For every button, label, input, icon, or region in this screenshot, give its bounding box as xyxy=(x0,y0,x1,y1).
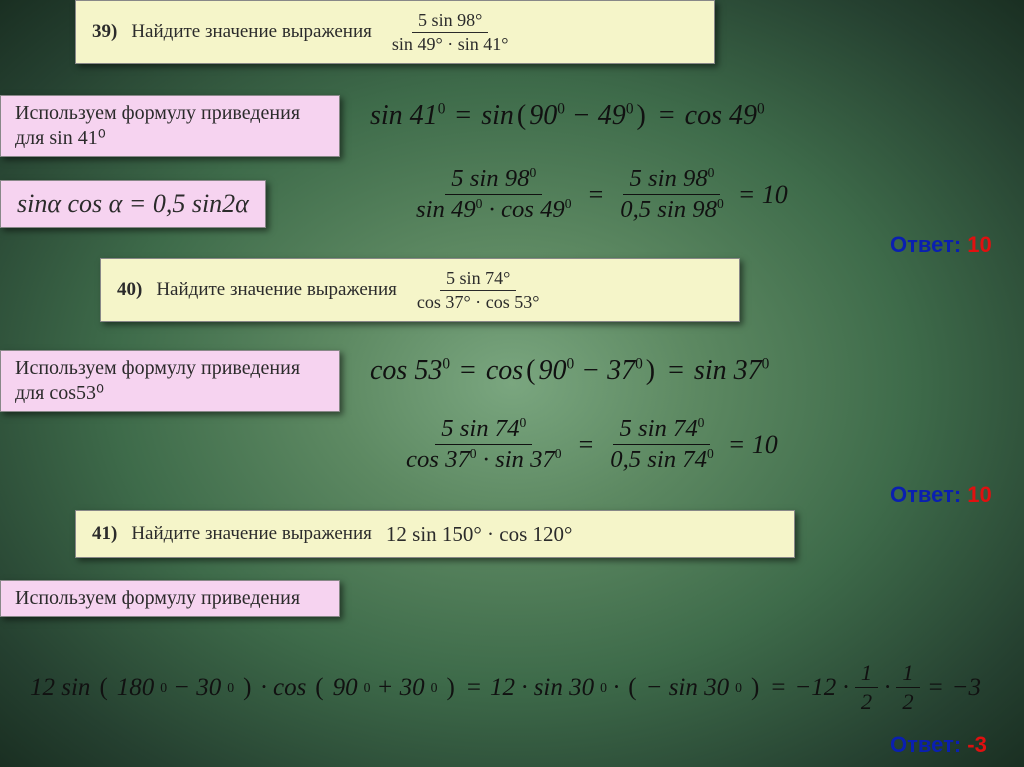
p39-formula-box: sinα cos α = 0,5 sin2α xyxy=(0,180,266,228)
p41-num: 41) xyxy=(92,523,117,545)
p39-expr-num: 5 sin 98° xyxy=(412,10,488,33)
p40-prompt: Найдите значение выражения xyxy=(156,279,397,301)
p41-hint-text: Используем формулу приведения xyxy=(15,587,300,609)
p39-step2-res: = 10 xyxy=(738,180,788,210)
p41-ans-label: Ответ: xyxy=(890,732,961,757)
p39-step2: 5 sin 980 sin 490 · cos 490 = 5 sin 980 … xyxy=(410,165,788,224)
p41-answer: Ответ: -3 xyxy=(890,732,987,758)
p40-num: 40) xyxy=(117,279,142,301)
p39-step1: sin 410 = sin(900 − 490) = cos 490 xyxy=(370,100,765,132)
problem-40-box: 40) Найдите значение выражения 5 sin 74°… xyxy=(100,258,740,322)
p40-ans-label: Ответ: xyxy=(890,482,961,507)
p40-step1: cos 530 = cos(900 − 370) = sin 370 xyxy=(370,355,769,387)
p39-hint: Используем формулу приведения для sin 41… xyxy=(0,95,340,157)
p41-prompt: Найдите значение выражения xyxy=(131,523,372,545)
p40-expr: 5 sin 74° cos 37° · cos 53° xyxy=(411,268,546,313)
p39-step2-f1: 5 sin 980 sin 490 · cos 490 xyxy=(410,165,578,224)
p41-frac1: 12 xyxy=(855,660,878,715)
p41-step: 12 sin(1800 − 300)· cos(900 + 300) = 12 … xyxy=(30,660,981,715)
p41-frac2: 12 xyxy=(896,660,919,715)
p41-ans-val: -3 xyxy=(967,732,987,757)
p39-formula-text: sinα cos α = 0,5 sin2α xyxy=(17,189,249,218)
p40-step2-res: = 10 xyxy=(728,430,778,460)
p39-ans-label: Ответ: xyxy=(890,232,961,257)
p39-hint-text: Используем формулу приведения для sin 41… xyxy=(15,102,300,149)
p40-expr-num: 5 sin 74° xyxy=(440,268,516,291)
p41-expr: 12 sin 150° · cos 120° xyxy=(386,522,573,547)
problem-39-box: 39) Найдите значение выражения 5 sin 98°… xyxy=(75,0,715,64)
p39-expr-den: sin 49° · sin 41° xyxy=(386,33,515,55)
p40-step2: 5 sin 740 cos 370 · sin 370 = 5 sin 740 … xyxy=(400,415,778,474)
p40-answer: Ответ: 10 xyxy=(890,482,992,508)
p39-answer: Ответ: 10 xyxy=(890,232,992,258)
p39-num: 39) xyxy=(92,21,117,43)
p39-prompt: Найдите значение выражения xyxy=(131,21,372,43)
p40-step2-f2: 5 sin 740 0,5 sin 740 xyxy=(604,415,720,474)
p40-step2-f1: 5 sin 740 cos 370 · sin 370 xyxy=(400,415,568,474)
p40-hint-text: Используем формулу приведения для cos53⁰ xyxy=(15,357,300,404)
problem-41-box: 41) Найдите значение выражения 12 sin 15… xyxy=(75,510,795,558)
p39-step2-f2: 5 sin 980 0,5 sin 980 xyxy=(614,165,730,224)
p40-expr-den: cos 37° · cos 53° xyxy=(411,291,546,313)
p39-expr: 5 sin 98° sin 49° · sin 41° xyxy=(386,10,515,55)
p40-hint: Используем формулу приведения для cos53⁰ xyxy=(0,350,340,412)
p39-ans-val: 10 xyxy=(967,232,991,257)
p41-hint: Используем формулу приведения xyxy=(0,580,340,617)
p40-ans-val: 10 xyxy=(967,482,991,507)
